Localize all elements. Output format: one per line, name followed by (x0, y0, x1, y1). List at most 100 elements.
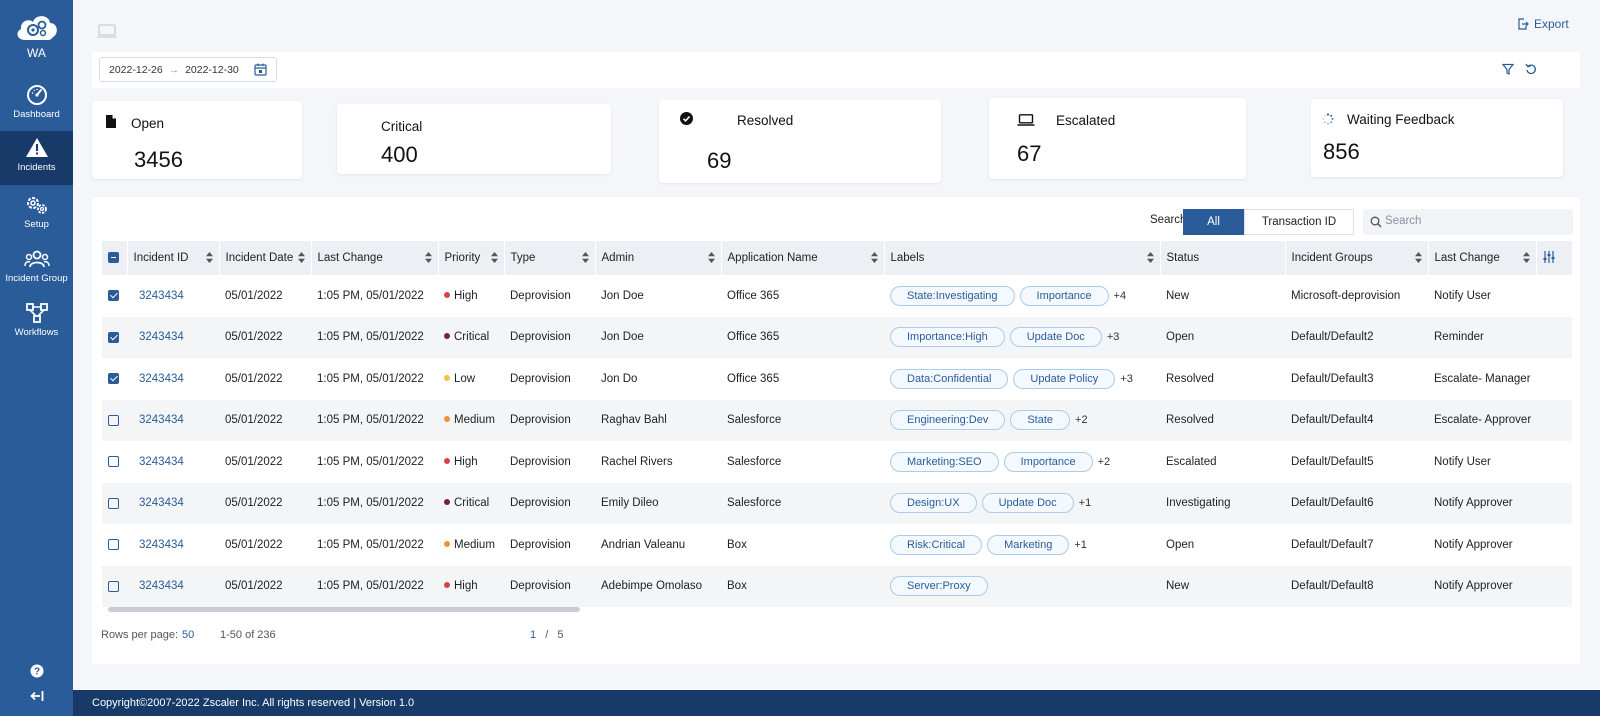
row-select-cell[interactable] (102, 524, 127, 566)
calendar-icon[interactable] (254, 63, 267, 79)
row-checkbox[interactable] (108, 290, 119, 302)
label-chip[interactable]: Marketing:SEO (890, 451, 999, 472)
card-waiting-feedback[interactable]: Waiting Feedback 856 (1311, 99, 1563, 177)
table-row[interactable]: 3243434 05/01/2022 1:05 PM, 05/01/2022 Medi… (102, 524, 1572, 566)
more-labels-count[interactable]: +1 (1078, 497, 1092, 510)
row-select-cell[interactable] (102, 441, 127, 483)
sidebar-item-workflows[interactable]: Workflows (0, 296, 73, 350)
sort-icon[interactable] (297, 252, 305, 266)
incident-id-link[interactable]: 3243434 (139, 372, 184, 385)
sidebar-item-setup[interactable]: Setup (0, 188, 73, 242)
more-labels-count[interactable]: +3 (1106, 331, 1120, 344)
export-button[interactable]: Export (1517, 17, 1569, 31)
label-chip[interactable]: State:Investigating (890, 285, 1015, 306)
select-all-cell[interactable] (102, 241, 127, 275)
card-resolved[interactable]: Resolved 69 (659, 100, 941, 183)
incident-id-link[interactable]: 3243434 (139, 289, 184, 302)
row-select-cell[interactable] (102, 275, 127, 317)
row-select-cell[interactable] (102, 482, 127, 524)
column-header-last-change-action[interactable]: Last Change (1427, 241, 1536, 275)
column-settings-icon[interactable] (1543, 250, 1555, 266)
column-header-priority[interactable]: Priority (437, 241, 504, 275)
column-header-status[interactable]: Status (1159, 241, 1285, 275)
card-critical[interactable]: Critical 400 (337, 104, 611, 174)
label-chip[interactable]: Server:Proxy (890, 576, 988, 597)
more-labels-count[interactable]: +1 (1074, 538, 1087, 551)
more-labels-count[interactable]: +2 (1097, 455, 1111, 468)
label-chip[interactable]: Design:UX (890, 493, 977, 514)
column-header-type[interactable]: Type (503, 241, 595, 275)
incident-id-link[interactable]: 3243434 (127, 565, 219, 607)
label-chip[interactable]: Importance:High (890, 327, 1005, 348)
row-select-cell[interactable] (102, 358, 127, 400)
row-select-cell[interactable] (102, 399, 127, 441)
select-all-checkbox[interactable] (108, 252, 119, 264)
more-labels-count[interactable]: +2 (1075, 414, 1088, 427)
row-select-cell[interactable] (102, 565, 127, 607)
sort-icon[interactable] (1414, 252, 1422, 266)
incident-id-link[interactable]: 3243434 (139, 538, 184, 551)
total-pages[interactable]: 5 (557, 629, 564, 641)
label-chip[interactable]: State (1010, 410, 1071, 431)
table-row[interactable]: 3243434 05/01/2022 1:05 PM, 05/01/2022 Crit… (102, 316, 1572, 358)
sort-icon[interactable] (581, 252, 589, 266)
row-checkbox[interactable] (108, 456, 119, 468)
incident-id-link[interactable]: 3243434 (127, 399, 219, 441)
table-row[interactable]: 3243434 05/01/2022 1:05 PM, 05/01/2022 Low D… (102, 358, 1572, 400)
search-scope-transaction-id[interactable]: Transaction ID (1244, 209, 1354, 235)
sort-icon[interactable] (1146, 252, 1154, 266)
label-chip[interactable]: Data:Confidential (890, 368, 1009, 389)
incident-id-link[interactable]: 3243434 (139, 455, 184, 468)
table-row[interactable]: 3243434 05/01/2022 1:05 PM, 05/01/2022 High… (102, 441, 1572, 483)
table-row[interactable]: 3243434 05/01/2022 1:05 PM, 05/01/2022 High… (102, 565, 1572, 607)
column-header-application-name[interactable]: Application Name (720, 241, 884, 275)
card-escalated[interactable]: Escalated 67 (989, 98, 1246, 179)
search-input[interactable] (1385, 215, 1565, 227)
column-header-admin[interactable]: Admin (594, 241, 721, 275)
row-checkbox[interactable] (108, 580, 119, 592)
label-chip[interactable]: Risk:Critical (890, 534, 983, 555)
label-chip[interactable]: Update Doc (1009, 327, 1102, 348)
rows-per-page-select[interactable]: 50 (182, 629, 195, 641)
help-button[interactable]: ? (0, 664, 73, 681)
row-checkbox[interactable] (108, 373, 119, 385)
more-labels-count[interactable]: +3 (1120, 372, 1133, 385)
sidebar-item-incident-group[interactable]: Incident Group (0, 242, 73, 296)
column-settings-cell[interactable] (1535, 241, 1572, 275)
card-open[interactable]: Open 3456 (92, 101, 302, 179)
more-labels-count[interactable]: +4 (1113, 289, 1127, 302)
column-header-last-change[interactable]: Last Change (310, 241, 438, 275)
label-chip[interactable]: Update Policy (1013, 368, 1116, 389)
horizontal-scrollbar[interactable] (108, 607, 580, 612)
sort-icon[interactable] (205, 252, 213, 266)
column-header-incident-id[interactable]: Incident ID (126, 241, 219, 275)
filter-funnel-icon[interactable] (1501, 63, 1515, 78)
row-checkbox[interactable] (108, 539, 119, 551)
label-chip[interactable]: Engineering:Dev (890, 410, 1006, 431)
table-row[interactable]: 3243434 05/01/2022 1:05 PM, 05/01/2022 Crit… (102, 482, 1572, 524)
sort-icon[interactable] (707, 252, 715, 266)
sort-icon[interactable] (870, 252, 878, 266)
label-chip[interactable]: Update Doc (981, 493, 1074, 514)
reset-icon[interactable] (1525, 63, 1537, 78)
search-scope-all[interactable]: All (1183, 209, 1244, 235)
row-checkbox[interactable] (108, 331, 119, 343)
table-row[interactable]: 3243434 05/01/2022 1:05 PM, 05/01/2022 High… (102, 275, 1572, 317)
table-row[interactable]: 3243434 05/01/2022 1:05 PM, 05/01/2022 Medi… (102, 399, 1572, 441)
sort-icon[interactable] (424, 252, 432, 266)
column-header-incident-groups[interactable]: Incident Groups (1284, 241, 1428, 275)
label-chip[interactable]: Marketing (987, 534, 1070, 555)
label-chip[interactable]: Importance (1019, 285, 1109, 306)
column-header-labels[interactable]: Labels (883, 241, 1160, 275)
row-checkbox[interactable] (108, 414, 119, 426)
current-page[interactable]: 1 (530, 629, 537, 641)
row-select-cell[interactable] (102, 316, 127, 358)
sort-icon[interactable] (490, 252, 498, 266)
incident-id-link[interactable]: 3243434 (127, 482, 219, 524)
column-header-incident-date[interactable]: Incident Date (218, 241, 311, 275)
collapse-sidebar-button[interactable] (0, 690, 73, 705)
sort-icon[interactable] (1522, 252, 1530, 266)
sidebar-item-incidents[interactable]: Incidents (0, 131, 73, 185)
sidebar-item-dashboard[interactable]: Dashboard (0, 78, 73, 132)
label-chip[interactable]: Importance (1003, 451, 1093, 472)
